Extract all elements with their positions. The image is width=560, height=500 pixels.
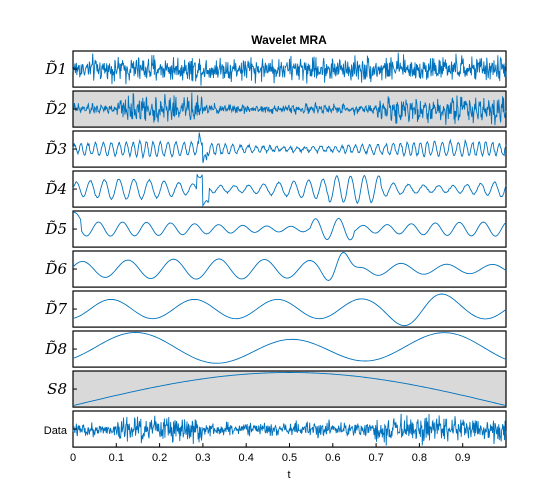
x-tick-label: 0.4 bbox=[239, 452, 254, 464]
panel-background bbox=[72, 210, 507, 248]
x-tick-label: 0.2 bbox=[152, 452, 167, 464]
signal-line bbox=[72, 332, 507, 364]
panel-background bbox=[72, 250, 507, 288]
panel-label: D̃1 bbox=[44, 60, 67, 78]
panel-2: D̃2 bbox=[44, 90, 507, 128]
x-tick-label: 0 bbox=[70, 452, 76, 464]
panel-label: D̃4 bbox=[44, 180, 67, 198]
panel-label: D̃7 bbox=[44, 300, 67, 318]
x-tick-label: 0.8 bbox=[412, 452, 427, 464]
signal-line bbox=[72, 293, 507, 327]
panel-10: Data bbox=[44, 410, 507, 448]
panel-label: D̃3 bbox=[44, 140, 67, 158]
panel-label: D̃2 bbox=[44, 100, 67, 118]
panel-8: D̃8 bbox=[44, 330, 507, 368]
x-axis: 0 0.1 0.2 0.3 0.4 0.5 0.6 0.7 0.8 0.9 bbox=[70, 443, 470, 464]
panel-label: D̃6 bbox=[44, 260, 67, 278]
x-tick-label: 0.9 bbox=[455, 452, 470, 464]
panel-1: D̃1 bbox=[44, 50, 507, 88]
x-tick-label: 0.3 bbox=[195, 452, 210, 464]
signal-line bbox=[72, 132, 507, 163]
signal-line bbox=[72, 173, 507, 208]
panel-background bbox=[72, 290, 507, 328]
chart-title: Wavelet MRA bbox=[251, 33, 327, 47]
panel-6: D̃6 bbox=[44, 250, 507, 288]
signal-line bbox=[72, 413, 507, 446]
x-tick-label: 0.7 bbox=[368, 452, 383, 464]
panel-3: D̃3 bbox=[44, 130, 507, 168]
x-tick-label: 0.6 bbox=[325, 452, 340, 464]
panels-group: D̃1 D̃2 D̃3 D̃4 D̃5 D̃6 D̃7 D̃8 S8 Data bbox=[44, 50, 507, 448]
panel-background bbox=[72, 370, 507, 408]
panel-label: D̃8 bbox=[44, 340, 67, 358]
signal-line bbox=[72, 372, 507, 407]
x-tick-label: 0.1 bbox=[109, 452, 124, 464]
panel-4: D̃4 bbox=[44, 170, 507, 208]
panel-5: D̃5 bbox=[44, 210, 507, 248]
panel-label: S8 bbox=[47, 380, 67, 398]
x-axis-label: t bbox=[287, 469, 290, 481]
panel-7: D̃7 bbox=[44, 290, 507, 328]
panel-background bbox=[72, 330, 507, 368]
signal-line bbox=[72, 212, 507, 241]
panel-label: Data bbox=[44, 425, 68, 437]
signal-line bbox=[72, 252, 507, 281]
panel-label: D̃5 bbox=[44, 220, 67, 238]
signal-line bbox=[72, 92, 507, 126]
panel-9: S8 bbox=[47, 370, 507, 408]
x-tick-label: 0.5 bbox=[282, 452, 297, 464]
signal-line bbox=[72, 52, 507, 86]
